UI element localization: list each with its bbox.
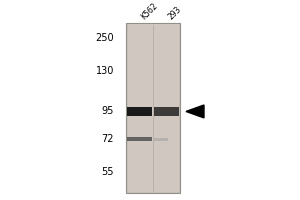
Polygon shape [186, 105, 204, 118]
Bar [128, 24, 178, 192]
Bar [127, 137, 152, 141]
Text: 55: 55 [101, 167, 114, 177]
Bar [154, 138, 168, 141]
Text: 95: 95 [102, 106, 114, 116]
Bar [126, 23, 180, 193]
Text: 293: 293 [167, 4, 183, 21]
Text: 72: 72 [101, 134, 114, 144]
Bar [127, 107, 152, 116]
Text: 130: 130 [96, 66, 114, 76]
Text: 250: 250 [95, 33, 114, 43]
Text: K562: K562 [140, 1, 160, 21]
Bar [154, 107, 179, 116]
